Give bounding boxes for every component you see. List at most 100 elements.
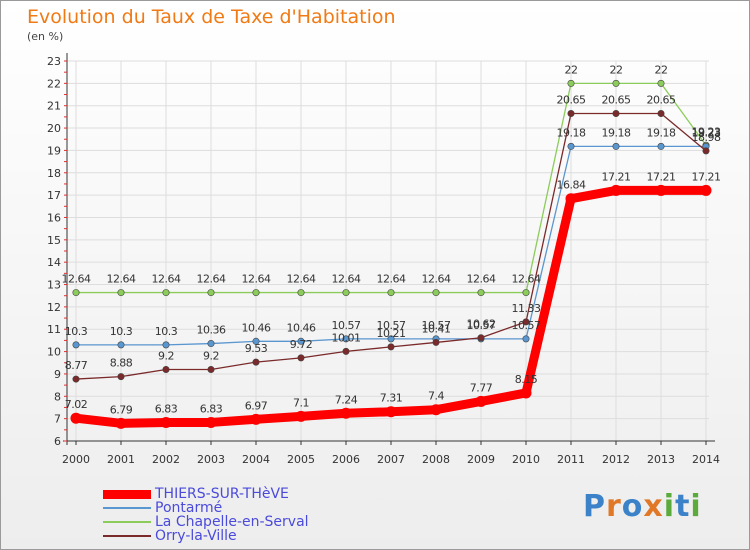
x-tick-label: 2004	[242, 453, 270, 466]
data-label: 12.64	[467, 273, 496, 286]
data-point	[522, 335, 530, 343]
x-tick-label: 2002	[152, 453, 180, 466]
data-label: 10.3	[65, 325, 88, 338]
data-label: 10.57	[332, 319, 361, 332]
data-label: 12.64	[197, 273, 226, 286]
data-point	[297, 354, 305, 362]
x-tick-label: 2010	[512, 453, 540, 466]
logo-letter: P	[583, 489, 606, 524]
data-label: 7.77	[470, 381, 493, 394]
legend-item: Pontarmé	[103, 501, 309, 515]
legend-item: THIERS-SUR-THèVE	[103, 487, 309, 501]
y-tick-label: 13	[47, 279, 61, 292]
data-label: 7.24	[335, 393, 358, 406]
data-point	[477, 334, 485, 342]
data-point	[72, 375, 80, 383]
data-point	[657, 79, 665, 87]
data-point	[297, 289, 305, 297]
data-label: 8.77	[65, 359, 88, 372]
legend-swatch	[103, 535, 151, 537]
data-label: 12.64	[422, 273, 451, 286]
data-point	[252, 337, 260, 345]
data-point	[522, 318, 530, 326]
data-point	[72, 289, 80, 297]
data-label: 9.53	[245, 342, 268, 355]
data-label: 12.64	[242, 273, 271, 286]
data-label: 17.21	[602, 170, 631, 183]
data-point	[162, 341, 170, 349]
data-label: 6.79	[110, 403, 133, 416]
data-point	[612, 110, 620, 118]
data-label: 12.64	[332, 273, 361, 286]
data-point	[567, 79, 575, 87]
proxiti-logo: Proxiti	[583, 489, 702, 524]
data-label: 12.64	[287, 273, 316, 286]
data-point	[655, 184, 667, 196]
data-point	[387, 335, 395, 343]
data-point	[342, 335, 350, 343]
data-label: 19.18	[602, 126, 631, 139]
data-label: 16.84	[557, 179, 586, 192]
data-label: 12.64	[152, 273, 181, 286]
data-label: 17.21	[692, 170, 721, 183]
data-point	[385, 406, 397, 418]
x-tick-label: 2006	[332, 453, 360, 466]
y-tick-label: 19	[47, 144, 61, 157]
y-tick-label: 11	[47, 323, 61, 336]
data-label: 19.23	[692, 126, 721, 139]
data-label: 10.01	[332, 331, 361, 344]
y-tick-label: 6	[54, 435, 61, 448]
data-label: 10.3	[155, 325, 178, 338]
y-tick-label: 21	[47, 100, 61, 113]
logo-letter: t	[675, 489, 691, 524]
x-tick-label: 2003	[197, 453, 225, 466]
data-point	[475, 395, 487, 407]
data-label: 18.98	[692, 131, 721, 144]
data-label: 6.83	[200, 402, 223, 415]
data-point	[702, 147, 710, 155]
data-point	[612, 79, 620, 87]
data-point	[477, 289, 485, 297]
x-tick-label: 2000	[62, 453, 90, 466]
data-point	[520, 387, 532, 399]
chart-legend: THIERS-SUR-THèVE Pontarmé La Chapelle-en-S…	[103, 487, 309, 543]
chart-title: Evolution du Taux de Taxe d'Habitation	[27, 6, 396, 28]
data-label: 6.83	[155, 402, 178, 415]
data-point	[205, 416, 217, 428]
data-point	[115, 417, 127, 429]
data-point	[610, 184, 622, 196]
data-label: 10.36	[197, 324, 226, 337]
data-label: 20.65	[602, 94, 631, 107]
x-tick-label: 2014	[692, 453, 720, 466]
data-label: 22	[565, 63, 578, 76]
y-tick-label: 10	[47, 346, 61, 359]
data-label: 10.57	[467, 319, 496, 332]
data-label: 12.64	[107, 273, 136, 286]
data-label: 10.57	[377, 319, 406, 332]
data-label: 10.21	[377, 327, 406, 340]
data-point	[565, 193, 577, 205]
y-tick-label: 9	[54, 368, 61, 381]
data-label: 7.1	[293, 396, 309, 409]
legend-swatch	[103, 489, 151, 499]
data-label: 12.64	[377, 273, 406, 286]
data-point	[162, 365, 170, 373]
data-point	[207, 289, 215, 297]
data-label: 19.18	[557, 126, 586, 139]
data-point	[342, 347, 350, 355]
logo-letter: o	[621, 489, 644, 524]
data-label: 10.3	[110, 325, 133, 338]
data-label: 10.41	[422, 322, 451, 335]
y-tick-label: 8	[54, 390, 61, 403]
x-tick-label: 2001	[107, 453, 135, 466]
x-tick-label: 2013	[647, 453, 675, 466]
logo-letter: i	[663, 489, 676, 524]
data-point	[252, 358, 260, 366]
data-label: 7.4	[428, 390, 444, 403]
x-tick-label: 2005	[287, 453, 315, 466]
legend-label: Orry-la-Ville	[155, 528, 237, 544]
data-label: 12.64	[512, 273, 541, 286]
logo-letter: x	[643, 489, 664, 524]
